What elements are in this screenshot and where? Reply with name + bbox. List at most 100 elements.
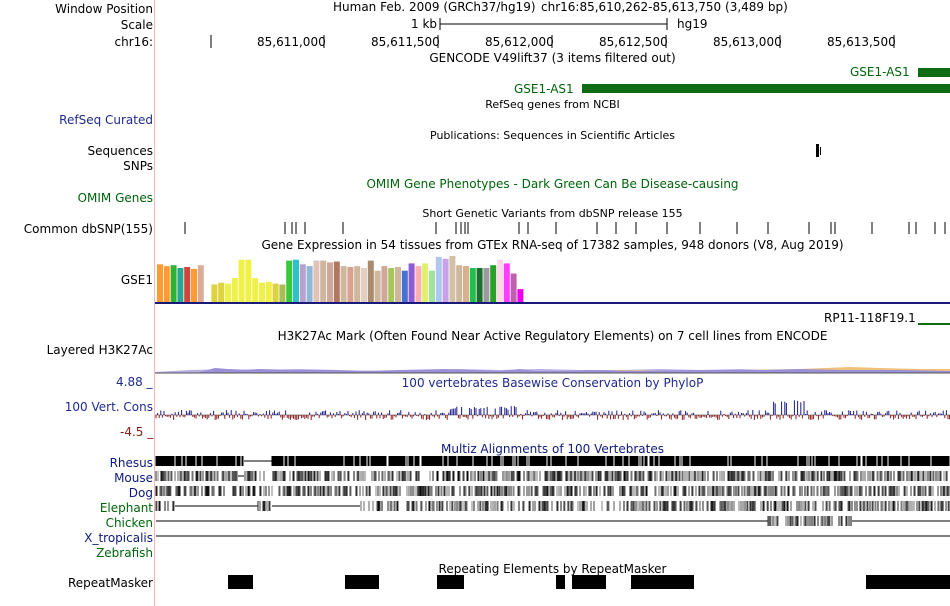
multiz-species-label[interactable]: Elephant bbox=[99, 501, 153, 515]
gtex-tissue-bar[interactable] bbox=[374, 270, 381, 302]
multiz-track-title[interactable]: Multiz Alignments of 100 Vertebrates bbox=[440, 442, 665, 456]
conservation-track-title[interactable]: 100 vertebrates Basewise Conservation by… bbox=[401, 376, 704, 390]
gencode-gene-label[interactable]: GSE1-AS1 bbox=[514, 82, 574, 96]
gtex-tissue-bar[interactable] bbox=[245, 259, 252, 302]
multiz-species-label[interactable]: X_tropicalis bbox=[84, 531, 153, 545]
gtex-tissue-bar[interactable] bbox=[265, 281, 272, 302]
gtex-tissue-bar[interactable] bbox=[517, 289, 524, 302]
gtex-tissue-bar[interactable] bbox=[170, 265, 177, 302]
repeat-element[interactable] bbox=[631, 575, 694, 589]
gtex-track-title[interactable]: Gene Expression in 54 tissues from GTEx … bbox=[261, 238, 844, 252]
dbsnp-track-label[interactable]: Common dbSNP(155) bbox=[23, 222, 153, 236]
gtex-tissue-bar[interactable] bbox=[197, 265, 204, 302]
gtex-tissue-bar[interactable] bbox=[388, 268, 395, 302]
repeatmasker-track-title[interactable]: Repeating Elements by RepeatMasker bbox=[438, 562, 667, 576]
gtex-tissue-bar[interactable] bbox=[313, 260, 320, 302]
gtex-tissue-bar[interactable] bbox=[483, 268, 490, 302]
gtex-tissue-bar[interactable] bbox=[442, 258, 449, 302]
gtex-tissue-bar[interactable] bbox=[347, 267, 354, 302]
refseq-track-title[interactable]: RefSeq genes from NCBI bbox=[485, 98, 620, 111]
gencode-gene-label[interactable]: GSE1-AS1 bbox=[850, 65, 910, 79]
gtex-tissue-bar[interactable] bbox=[429, 270, 435, 302]
gtex-tissue-bar[interactable] bbox=[306, 266, 313, 302]
repeat-element[interactable] bbox=[437, 575, 464, 589]
gtex-tissue-bar[interactable] bbox=[415, 266, 422, 302]
publication-feature[interactable] bbox=[820, 147, 821, 155]
repeat-element[interactable] bbox=[572, 575, 606, 589]
gtex-tissue-bar[interactable] bbox=[218, 282, 225, 302]
gtex-tissue-bar[interactable] bbox=[231, 278, 238, 302]
multiz-alignments[interactable] bbox=[0, 452, 950, 562]
gtex-tissue-bar[interactable] bbox=[422, 263, 429, 302]
gtex-tissue-bar[interactable] bbox=[252, 278, 259, 302]
gtex-tissue-bar[interactable] bbox=[286, 260, 293, 302]
gtex-tissue-bar[interactable] bbox=[279, 284, 286, 303]
conservation-wiggle[interactable] bbox=[0, 388, 950, 438]
gencode-track-title[interactable]: GENCODE V49lift37 (3 items filtered out) bbox=[429, 51, 676, 65]
gtex-tissue-bar[interactable] bbox=[361, 268, 367, 302]
repeat-element[interactable] bbox=[556, 575, 565, 589]
multiz-species-label[interactable]: Mouse bbox=[114, 471, 153, 485]
gtex-tissue-bar[interactable] bbox=[259, 282, 265, 302]
gtex-tissue-bar[interactable] bbox=[497, 259, 503, 302]
gtex-tissue-bar[interactable] bbox=[395, 267, 401, 302]
gtex-tissue-bar[interactable] bbox=[177, 268, 184, 302]
gencode-gene-feature[interactable] bbox=[918, 68, 950, 77]
multiz-species-label[interactable]: Rhesus bbox=[109, 456, 153, 470]
gtex-tissue-bar[interactable] bbox=[272, 283, 279, 302]
gtex-tissue-bar[interactable] bbox=[463, 266, 469, 302]
gtex-tissue-bar[interactable] bbox=[157, 264, 163, 302]
gtex-tissue-bar[interactable] bbox=[435, 256, 442, 302]
gtex-gene-label[interactable]: GSE1 bbox=[120, 273, 153, 287]
gtex-tissue-bar[interactable] bbox=[293, 259, 299, 302]
gtex-tissue-bar[interactable] bbox=[184, 267, 191, 302]
repeat-element[interactable] bbox=[228, 575, 253, 589]
h3k27ac-track-title[interactable]: H3K27Ac Mark (Often Found Near Active Re… bbox=[277, 329, 828, 343]
h3k27ac-track-label[interactable]: Layered H3K27Ac bbox=[46, 343, 153, 357]
gencode-gene-feature[interactable] bbox=[582, 84, 950, 93]
gtex-tissue-bar[interactable] bbox=[401, 270, 408, 302]
gtex-tissue-bar[interactable] bbox=[503, 263, 510, 302]
dbsnp-variants[interactable] bbox=[0, 220, 950, 240]
gtex-tissue-bar[interactable] bbox=[320, 260, 327, 302]
gtex-tissue-bar[interactable] bbox=[449, 256, 456, 302]
gtex-tissue-bar[interactable] bbox=[469, 268, 476, 302]
multiz-species-label[interactable]: Dog bbox=[128, 486, 153, 500]
gtex-tissue-bar[interactable] bbox=[476, 268, 483, 302]
gtex-tissue-bar[interactable] bbox=[327, 262, 333, 302]
gtex-tissue-bar[interactable] bbox=[490, 265, 497, 302]
gtex-tissue-bar[interactable] bbox=[211, 284, 218, 303]
position-readout[interactable]: chr16:85,610,262-85,613,750 (3,489 bp) bbox=[541, 0, 788, 14]
multiz-species-label[interactable]: Zebrafish bbox=[96, 546, 153, 560]
gtex-tissue-bar[interactable] bbox=[381, 266, 388, 302]
repeatmasker-track-label[interactable]: RepeatMasker bbox=[67, 576, 153, 590]
gtex-gene-right-label[interactable]: RP11-118F19.1 bbox=[824, 311, 916, 325]
gtex-tissue-bar[interactable] bbox=[333, 261, 340, 303]
gtex-tissue-bar[interactable] bbox=[163, 266, 170, 302]
multiz-species-label[interactable]: Chicken bbox=[105, 516, 153, 530]
h3k27ac-signal[interactable] bbox=[0, 358, 950, 378]
omim-track-label[interactable]: OMIM Genes bbox=[77, 191, 153, 205]
repeat-element[interactable] bbox=[345, 575, 379, 589]
gtex-tissue-bar[interactable] bbox=[225, 283, 231, 302]
gtex-bar-chart[interactable] bbox=[0, 254, 950, 314]
publications-snps-label[interactable]: SNPs bbox=[123, 159, 153, 173]
publications-sequences-label[interactable]: Sequences bbox=[87, 144, 153, 158]
refseq-track-label[interactable]: RefSeq Curated bbox=[59, 113, 153, 127]
gtex-tissue-bar[interactable] bbox=[238, 259, 245, 302]
gtex-tissue-bar[interactable] bbox=[204, 273, 211, 303]
omim-track-title[interactable]: OMIM Gene Phenotypes - Dark Green Can Be… bbox=[366, 177, 739, 191]
dbsnp-track-title[interactable]: Short Genetic Variants from dbSNP releas… bbox=[422, 207, 683, 220]
gtex-tissue-bar[interactable] bbox=[354, 266, 361, 302]
gtex-tissue-bar[interactable] bbox=[510, 273, 517, 303]
gtex-tissue-bar[interactable] bbox=[408, 263, 415, 302]
repeat-element[interactable] bbox=[866, 575, 950, 589]
gtex-tissue-bar[interactable] bbox=[367, 260, 374, 302]
gtex-tissue-bar[interactable] bbox=[340, 266, 347, 302]
publication-feature[interactable] bbox=[816, 144, 819, 157]
gtex-tissue-bar[interactable] bbox=[191, 268, 197, 302]
gtex-tissue-bar[interactable] bbox=[299, 264, 306, 302]
conservation-track-label[interactable]: 100 Vert. Cons bbox=[64, 400, 153, 414]
publications-track-title[interactable]: Publications: Sequences in Scientific Ar… bbox=[430, 129, 675, 142]
gtex-tissue-bar[interactable] bbox=[456, 265, 463, 302]
